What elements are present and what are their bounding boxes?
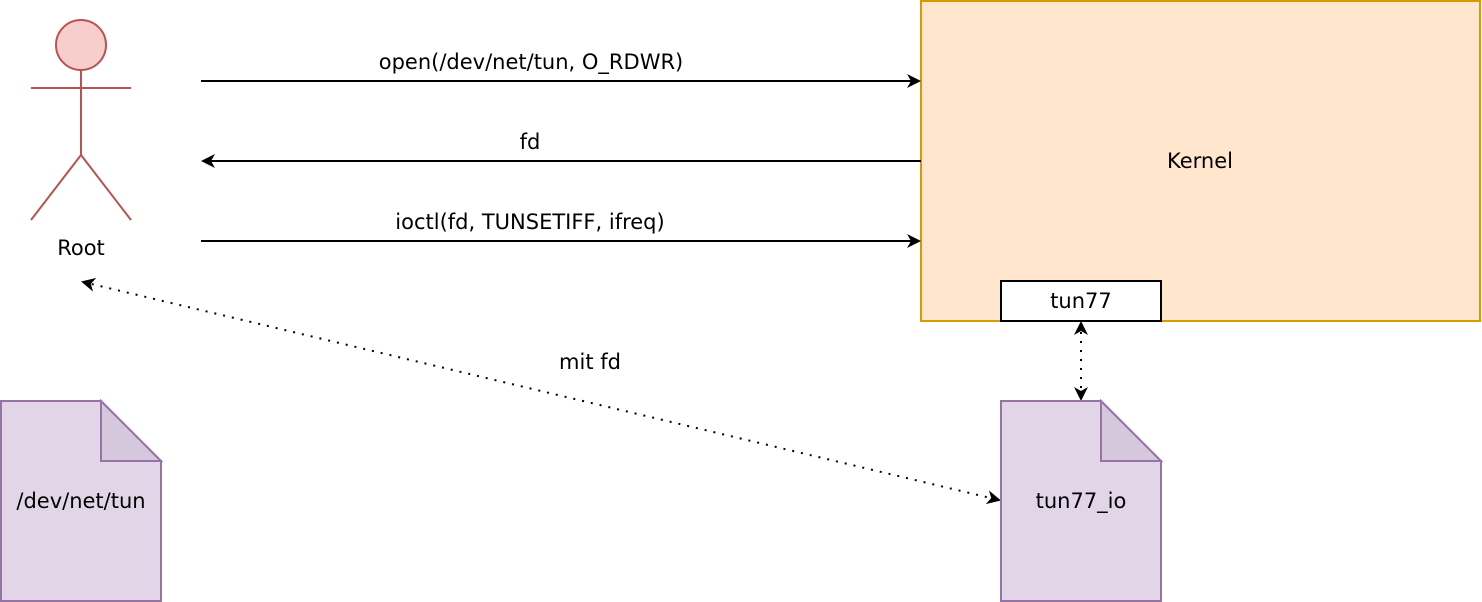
root-actor[interactable]: Root <box>30 19 132 260</box>
file-fold <box>1100 398 1164 462</box>
tun77-label: tun77 <box>1050 289 1112 313</box>
file-icon <box>0 398 164 602</box>
actor-label: Root <box>57 236 105 260</box>
ioctl-message[interactable]: ioctl(fd, TUNSETIFF, ifreq) <box>201 210 921 248</box>
mit-fd-connection[interactable]: mit fd <box>81 277 1001 505</box>
person-icon <box>30 19 132 221</box>
fd-label: fd <box>520 130 541 154</box>
actor-head <box>55 19 107 71</box>
mit-fd-label: mit fd <box>559 350 621 374</box>
tun77-io-label: tun77_io <box>1036 489 1127 514</box>
kernel-label: Kernel <box>1167 149 1233 173</box>
file-icon <box>1000 398 1164 602</box>
fd-message[interactable]: fd <box>201 130 921 168</box>
tun77-interface-box[interactable]: tun77 <box>1000 280 1162 322</box>
kernel-box[interactable]: Kernel <box>920 0 1481 322</box>
open-label: open(/dev/net/tun, O_RDWR) <box>379 50 684 75</box>
ioctl-label: ioctl(fd, TUNSETIFF, ifreq) <box>395 210 664 234</box>
dev-net-tun-file[interactable]: /dev/net/tun <box>0 398 164 602</box>
tun77-io-file[interactable]: tun77_io <box>1000 398 1164 602</box>
file-fold <box>100 398 164 462</box>
open-message[interactable]: open(/dev/net/tun, O_RDWR) <box>201 50 921 88</box>
actor-right-leg <box>80 154 132 221</box>
dev-net-tun-label: /dev/net/tun <box>16 489 145 513</box>
tun77-rect <box>1000 280 1162 322</box>
mit-fd-arrow <box>81 277 1001 505</box>
actor-left-leg <box>30 154 82 221</box>
